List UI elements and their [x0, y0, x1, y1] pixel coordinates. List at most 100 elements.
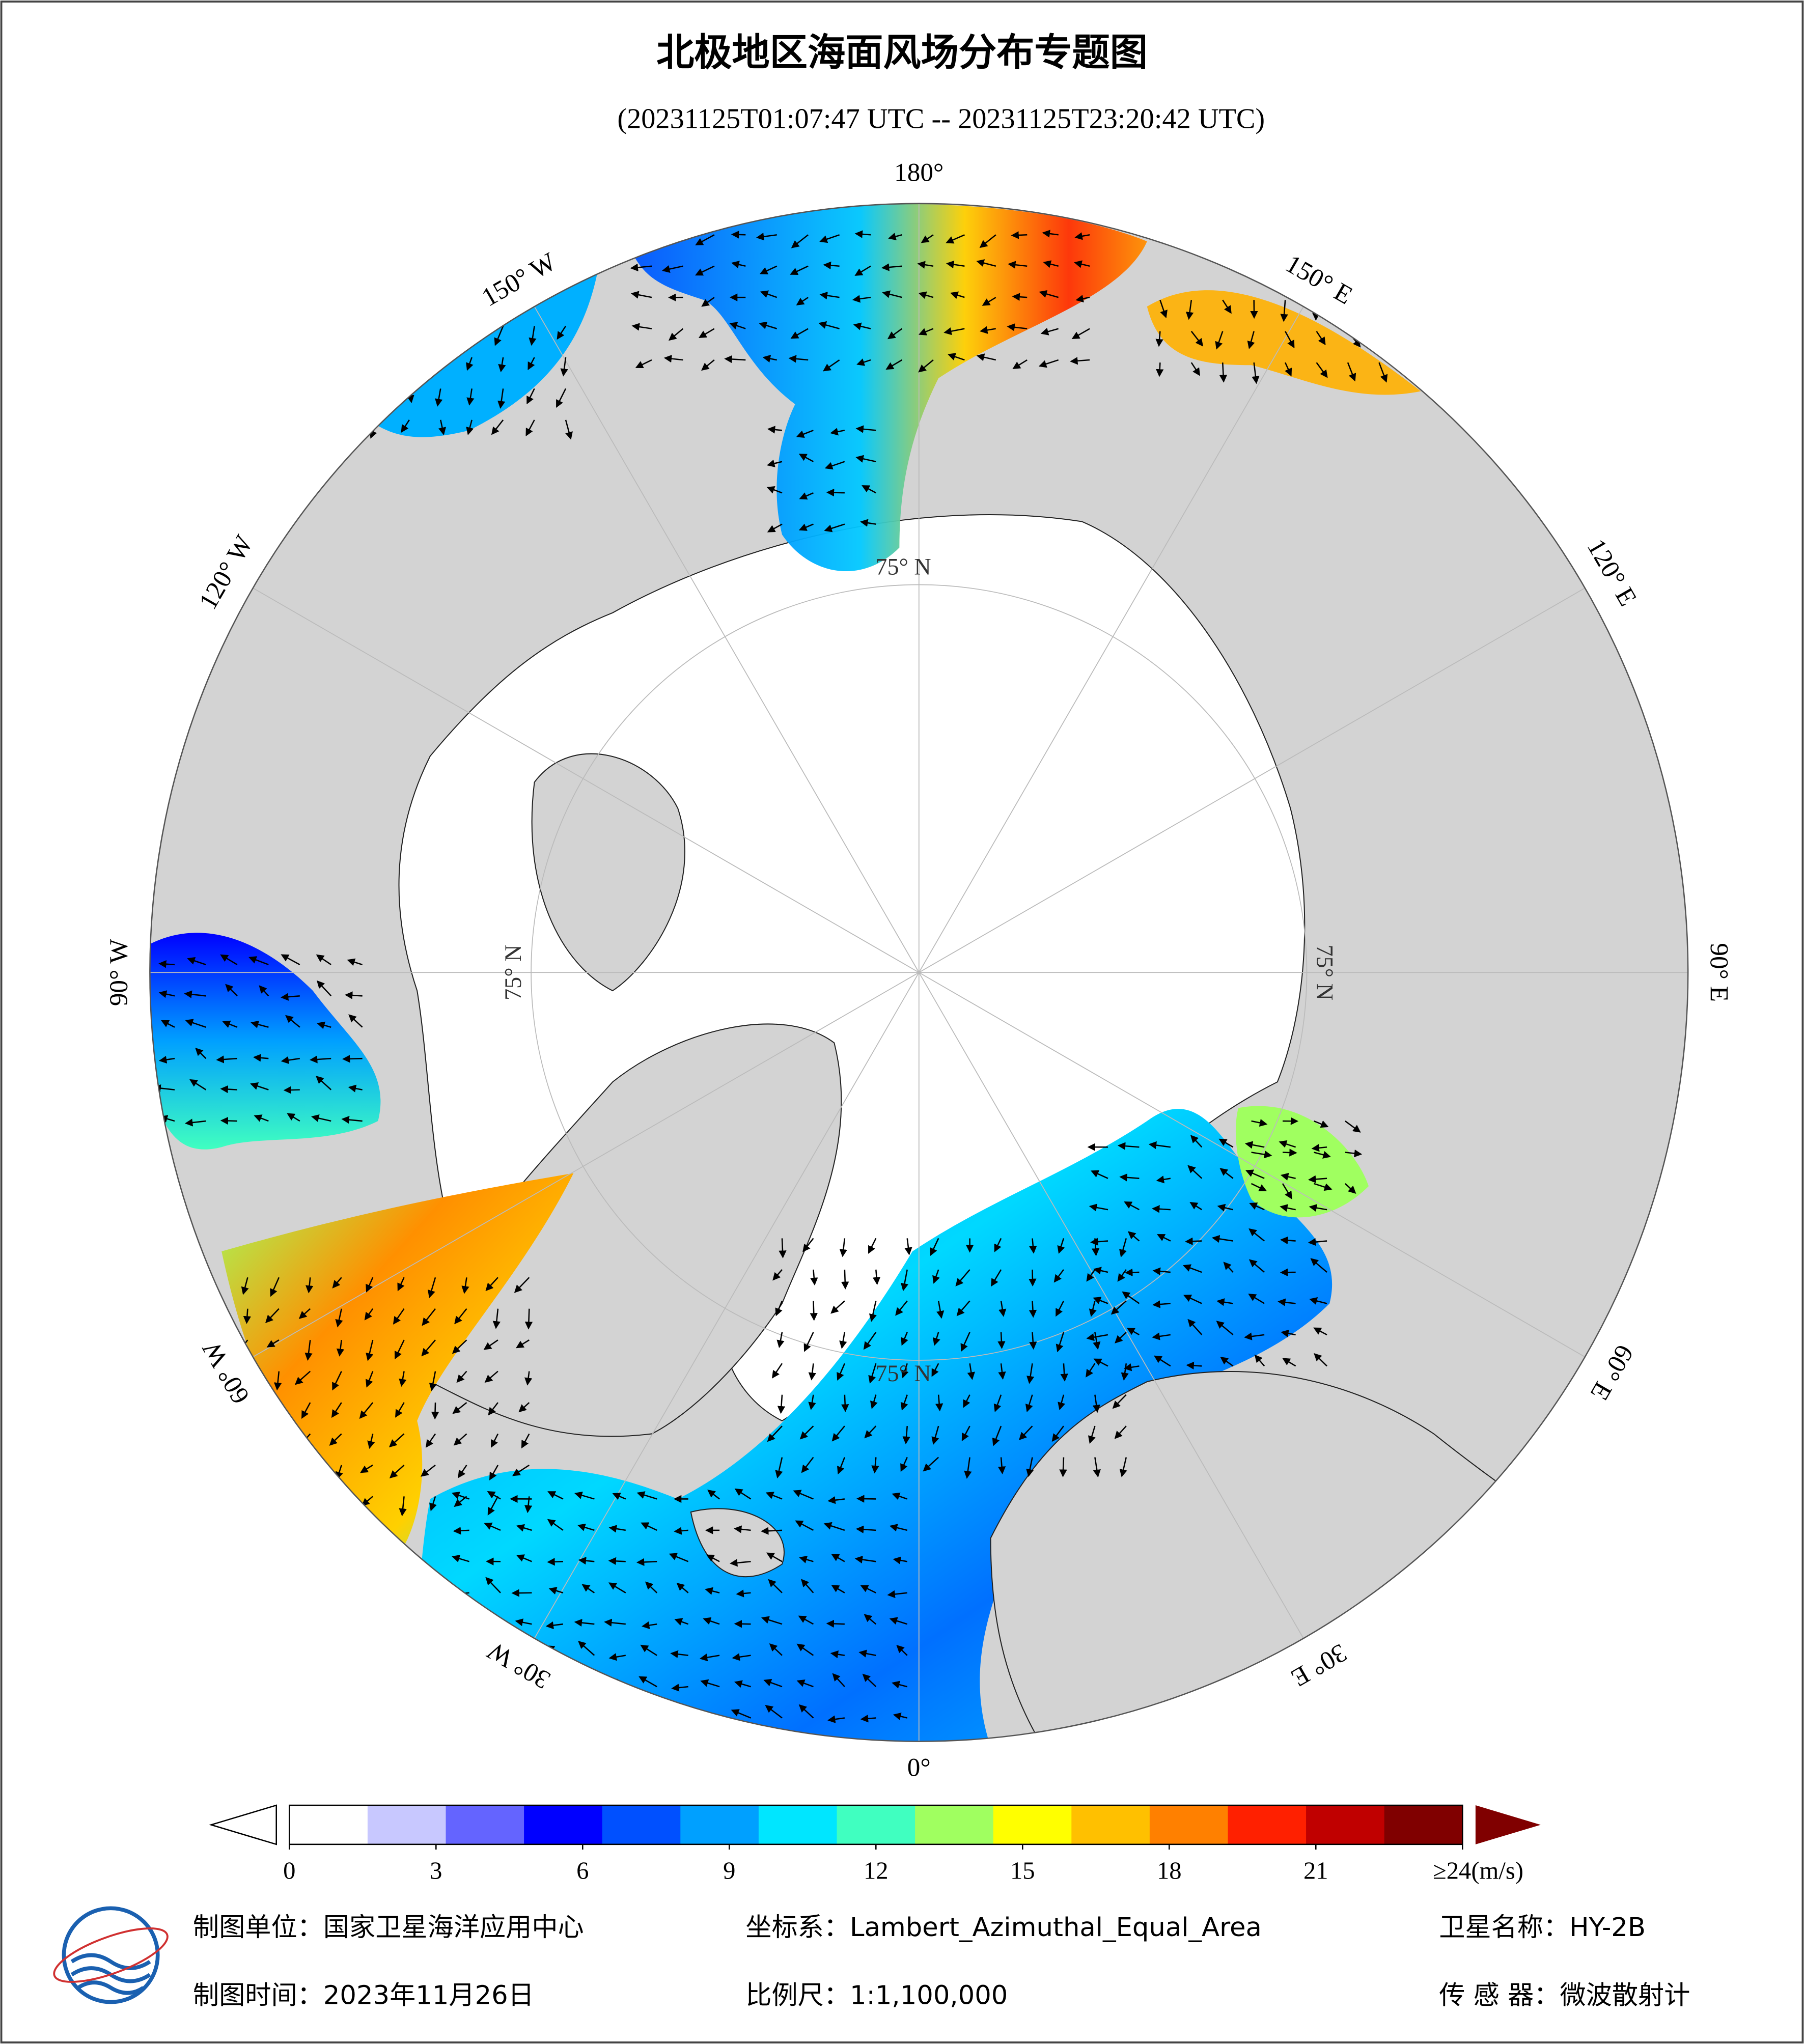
wind-arrow	[1190, 330, 1204, 347]
wind-arrow	[964, 1457, 972, 1479]
wind-arrow	[856, 358, 871, 366]
wind-arrow	[854, 1555, 876, 1564]
wind-arrow	[668, 328, 684, 341]
wind-arrow	[761, 1527, 783, 1535]
colorbar-label: ≥24(m/s)	[1433, 1857, 1523, 1884]
wind-arrow	[1280, 1172, 1296, 1181]
wind-arrow	[769, 1643, 783, 1656]
wind-arrow	[1316, 362, 1328, 378]
meridian	[919, 972, 1586, 1358]
wind-arrow	[888, 233, 902, 241]
wind-arrow	[636, 1558, 657, 1566]
wind-arrow	[826, 1619, 845, 1628]
wind-arrow	[663, 354, 683, 363]
wind-arrow	[574, 1491, 595, 1500]
wind-arrow	[766, 1552, 783, 1562]
wind-arrow	[1122, 1291, 1140, 1304]
wind-arrow	[900, 1457, 908, 1472]
wind-arrow	[485, 1277, 498, 1292]
wind-arrow	[466, 419, 474, 435]
latitude-label: 75° N	[875, 553, 931, 579]
wind-arrow	[345, 991, 363, 999]
wind-arrow	[1071, 328, 1090, 339]
wind-arrow	[703, 1617, 720, 1625]
wind-arrow	[992, 1425, 1002, 1446]
wind-arrow	[360, 1464, 373, 1473]
wind-arrow	[730, 1559, 751, 1567]
wind-arrow	[860, 519, 876, 527]
wind-arrow	[779, 1238, 787, 1258]
wind-arrow	[1123, 1363, 1140, 1371]
wind-arrow	[1280, 1268, 1296, 1276]
wind-arrow	[798, 1615, 814, 1625]
wind-arrow	[454, 1496, 467, 1507]
wind-arrow	[932, 1332, 940, 1346]
wind-arrow	[1183, 1295, 1202, 1304]
wind-arrow	[394, 1339, 405, 1360]
wind-arrow	[1282, 1183, 1292, 1199]
wind-arrow	[766, 459, 783, 467]
wind-arrow	[1345, 1149, 1363, 1158]
wind-arrow	[158, 1055, 175, 1064]
wind-arrow	[525, 419, 535, 437]
wind-arrow	[316, 1076, 332, 1090]
wind-arrow	[250, 1082, 269, 1090]
wind-arrow	[768, 1579, 783, 1593]
wind-arrow	[484, 1522, 501, 1531]
wind-arrow	[427, 1277, 436, 1298]
wind-arrow	[316, 980, 332, 997]
colorbar-swatch	[1149, 1805, 1229, 1844]
wind-arrow	[189, 1079, 207, 1090]
wind-arrow	[1251, 1151, 1272, 1159]
wind-arrow	[871, 1457, 879, 1474]
wind-arrow	[1284, 362, 1292, 377]
wind-arrow	[799, 1425, 814, 1440]
wind-arrow	[421, 1339, 436, 1357]
colorbar-swatch	[602, 1805, 681, 1844]
wind-arrow	[395, 1402, 405, 1418]
wind-arrow	[451, 1492, 470, 1500]
wind-arrow	[483, 1339, 498, 1350]
wind-arrow	[855, 425, 876, 433]
wind-arrow	[161, 1020, 175, 1028]
wind-arrow	[516, 1339, 530, 1349]
wind-arrow	[918, 359, 934, 373]
wind-arrow	[259, 985, 269, 997]
wind-arrow	[980, 326, 996, 334]
wind-arrow	[699, 1654, 720, 1662]
satellite: 卫星名称：HY-2B	[1439, 1912, 1646, 1943]
wind-arrow	[819, 291, 840, 300]
wind-arrow	[1056, 1332, 1065, 1353]
wind-arrow	[1086, 1363, 1096, 1378]
wind-arrow	[516, 1554, 532, 1562]
wind-arrow	[1309, 1204, 1327, 1212]
wind-arrow	[498, 357, 506, 373]
colorbar-swatch	[915, 1805, 994, 1844]
wind-arrow	[862, 485, 876, 494]
wind-arrow	[796, 1643, 814, 1656]
meridian	[253, 587, 920, 973]
wind-arrow	[882, 290, 902, 298]
wind-arrow	[608, 1525, 626, 1533]
wind-arrow	[796, 1679, 814, 1688]
colorbar-swatch	[1306, 1805, 1385, 1844]
wind-arrow	[1244, 1141, 1265, 1149]
wind-arrow	[756, 233, 777, 241]
wind-arrow	[1152, 1205, 1171, 1213]
wind-arrow	[545, 1621, 564, 1630]
wind-arrow	[858, 1649, 876, 1658]
coordinate-system: 坐标系：Lambert_Azimuthal_Equal_Area	[745, 1912, 1262, 1943]
colorbar-label: 3	[430, 1857, 442, 1884]
colorbar-swatch	[446, 1805, 525, 1844]
wind-arrow	[832, 1673, 845, 1687]
wind-arrow	[1152, 1332, 1171, 1340]
wind-arrow	[488, 1402, 498, 1416]
wind-arrow	[1093, 1267, 1108, 1275]
wind-arrow	[993, 1394, 1002, 1412]
wind-arrow	[734, 1680, 751, 1688]
wind-arrow	[466, 388, 475, 406]
wind-arrow	[853, 322, 871, 330]
wind-arrow	[1345, 1121, 1361, 1133]
wind-arrow	[1187, 1165, 1203, 1179]
wind-arrow	[963, 1394, 970, 1408]
